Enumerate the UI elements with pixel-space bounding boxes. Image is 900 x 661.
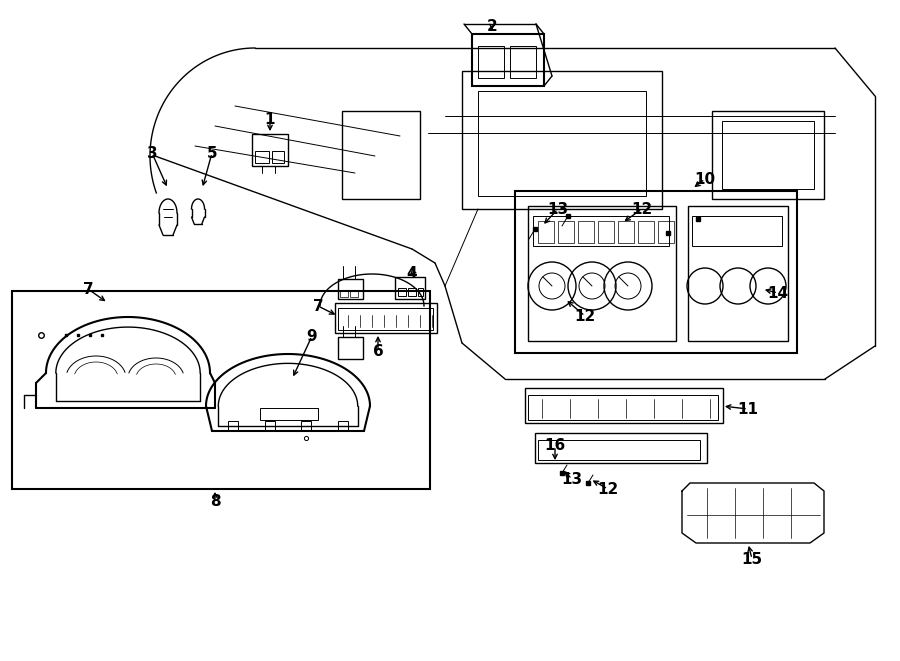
Bar [478,91,646,196]
Text: 15: 15 [742,551,762,566]
Bar [350,290,358,297]
Bar [618,221,634,243]
Bar [335,303,437,333]
Text: 8: 8 [210,494,220,508]
Bar [255,151,269,163]
Bar [525,388,723,423]
Text: 1: 1 [265,112,275,126]
Text: 2: 2 [487,19,498,34]
Bar [533,216,669,246]
Bar [338,308,433,330]
Bar [515,191,797,353]
Bar [338,279,363,299]
Bar [578,221,594,243]
Bar [538,440,700,460]
Text: 4: 4 [407,266,418,280]
Text: 12: 12 [632,202,652,217]
Text: 5: 5 [207,145,217,161]
Text: 7: 7 [312,299,323,313]
Bar [301,421,311,431]
Bar [598,221,614,243]
Bar [398,288,406,296]
Bar [692,216,782,246]
Text: 13: 13 [562,471,582,486]
Text: 10: 10 [695,171,716,186]
Bar [228,421,238,431]
Bar [722,121,814,189]
Bar [638,221,654,243]
Bar [558,221,574,243]
Bar [478,46,504,78]
Text: 6: 6 [373,344,383,358]
Text: 14: 14 [768,286,788,301]
Bar [265,421,275,431]
Bar [338,337,363,359]
Text: 13: 13 [547,202,569,217]
Bar [418,288,423,296]
Bar [12,291,430,489]
Bar [528,395,718,420]
Bar [342,111,420,199]
Bar [338,421,348,431]
Text: 16: 16 [544,438,565,453]
Text: 12: 12 [598,481,618,496]
Bar [538,221,554,243]
Bar [252,134,288,166]
Text: 3: 3 [147,145,158,161]
Text: 11: 11 [737,401,759,416]
Bar [658,221,674,243]
Bar [395,277,425,299]
Bar [510,46,536,78]
Text: 12: 12 [574,309,596,323]
Text: 7: 7 [83,282,94,297]
Bar [272,151,284,163]
Bar [528,206,676,341]
Bar [472,34,544,86]
Bar [340,290,348,297]
Bar [260,408,318,420]
Bar [712,111,824,199]
Bar [535,433,707,463]
Text: 9: 9 [307,329,318,344]
Bar [688,206,788,341]
Bar [408,288,416,296]
Bar [462,71,662,209]
